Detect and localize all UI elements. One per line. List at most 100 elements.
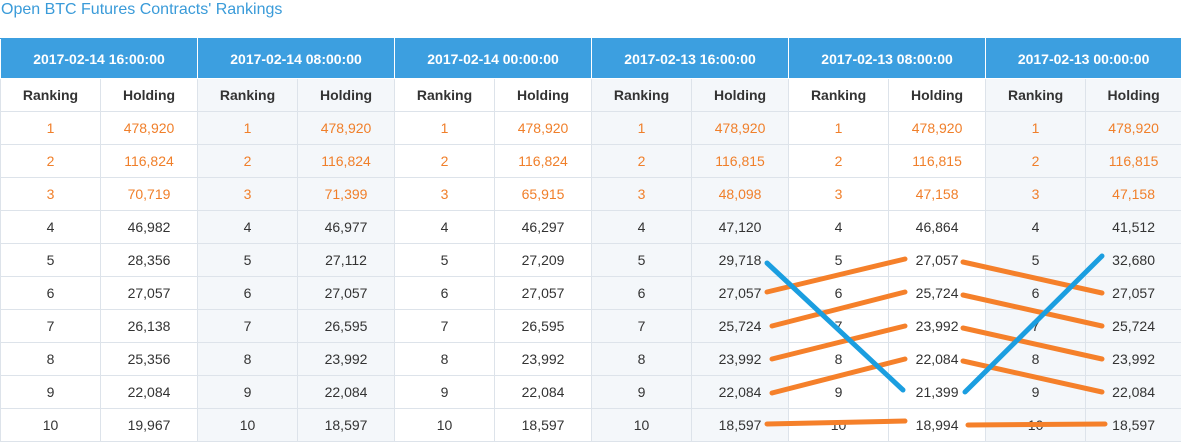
ranking-cell: 6 — [591, 276, 693, 310]
holding-column-header: Holding — [1085, 78, 1181, 112]
ranking-cell: 9 — [0, 375, 101, 409]
holding-cell: 478,920 — [99, 111, 199, 145]
holding-cell: 26,595 — [297, 309, 396, 343]
holding-cell: 27,057 — [888, 243, 987, 277]
ranking-cell: 8 — [788, 342, 890, 376]
holding-cell: 22,084 — [297, 375, 396, 409]
holding-cell: 27,057 — [494, 276, 593, 310]
holding-cell: 478,920 — [888, 111, 987, 145]
holding-cell: 478,920 — [494, 111, 593, 145]
holding-column-header: Holding — [691, 78, 790, 112]
holding-cell: 26,138 — [99, 309, 199, 343]
ranking-cell: 8 — [0, 342, 101, 376]
ranking-column-header: Ranking — [394, 78, 496, 112]
holding-cell: 25,724 — [691, 309, 790, 343]
ranking-cell: 4 — [788, 210, 890, 244]
holding-cell: 28,356 — [99, 243, 199, 277]
ranking-cell: 6 — [394, 276, 496, 310]
date-header: 2017-02-13 16:00:00 — [591, 38, 790, 79]
holding-cell: 46,982 — [99, 210, 199, 244]
column-header-row: Ranking Holding Ranking Holding Ranking Holdi… — [0, 78, 1181, 112]
holding-cell: 23,992 — [888, 309, 987, 343]
holding-cell: 22,084 — [1085, 375, 1181, 409]
date-header: 2017-02-14 00:00:00 — [394, 38, 593, 79]
holding-column-header: Holding — [494, 78, 593, 112]
ranking-cell: 10 — [591, 408, 693, 442]
ranking-cell: 1 — [394, 111, 496, 145]
holding-cell: 46,864 — [888, 210, 987, 244]
rankings-table: 2017-02-14 16:00:00 2017-02-14 08:00:00 20… — [0, 38, 1181, 442]
ranking-cell: 2 — [591, 144, 693, 178]
holding-cell: 25,724 — [1085, 309, 1181, 343]
ranking-cell: 6 — [788, 276, 890, 310]
ranking-cell: 2 — [0, 144, 101, 178]
ranking-cell: 5 — [197, 243, 299, 277]
ranking-cell: 2 — [197, 144, 299, 178]
ranking-cell: 3 — [197, 177, 299, 211]
ranking-cell: 7 — [591, 309, 693, 343]
holding-cell: 22,084 — [691, 375, 790, 409]
holding-cell: 25,356 — [99, 342, 199, 376]
ranking-cell: 10 — [788, 408, 890, 442]
ranking-cell: 10 — [197, 408, 299, 442]
holding-cell: 19,967 — [99, 408, 199, 442]
table-row: 5 28,356 5 27,112 5 27,209 5 29,718 5 27,057 5 32,6… — [0, 243, 1181, 277]
holding-cell: 116,824 — [494, 144, 593, 178]
ranking-cell: 7 — [197, 309, 299, 343]
date-header: 2017-02-14 16:00:00 — [0, 38, 199, 79]
holding-cell: 18,597 — [691, 408, 790, 442]
holding-cell: 23,992 — [297, 342, 396, 376]
holding-cell: 21,399 — [888, 375, 987, 409]
ranking-cell: 7 — [985, 309, 1087, 343]
holding-cell: 27,057 — [99, 276, 199, 310]
ranking-cell: 4 — [0, 210, 101, 244]
holding-cell: 478,920 — [1085, 111, 1181, 145]
holding-cell: 478,920 — [297, 111, 396, 145]
holding-cell: 23,992 — [691, 342, 790, 376]
ranking-cell: 9 — [788, 375, 890, 409]
holding-cell: 47,158 — [1085, 177, 1181, 211]
holding-cell: 71,399 — [297, 177, 396, 211]
holding-cell: 27,209 — [494, 243, 593, 277]
ranking-cell: 6 — [0, 276, 101, 310]
ranking-column-header: Ranking — [0, 78, 101, 112]
holding-cell: 46,977 — [297, 210, 396, 244]
ranking-cell: 6 — [985, 276, 1087, 310]
ranking-cell: 10 — [0, 408, 101, 442]
holding-cell: 46,297 — [494, 210, 593, 244]
ranking-column-header: Ranking — [197, 78, 299, 112]
rankings-body: 1 478,920 1 478,920 1 478,920 1 478,920 1 478,920… — [0, 111, 1181, 442]
ranking-column-header: Ranking — [591, 78, 693, 112]
holding-cell: 478,920 — [691, 111, 790, 145]
holding-cell: 47,158 — [888, 177, 987, 211]
ranking-cell: 8 — [591, 342, 693, 376]
holding-column-header: Holding — [99, 78, 199, 112]
holding-cell: 48,098 — [691, 177, 790, 211]
table-row: 8 25,356 8 23,992 8 23,992 8 23,992 8 22,084 8 23,9… — [0, 342, 1181, 376]
holding-cell: 18,994 — [888, 408, 987, 442]
ranking-cell: 9 — [591, 375, 693, 409]
holding-cell: 27,057 — [1085, 276, 1181, 310]
ranking-cell: 9 — [197, 375, 299, 409]
holding-cell: 116,815 — [691, 144, 790, 178]
holding-cell: 116,815 — [888, 144, 987, 178]
ranking-cell: 5 — [0, 243, 101, 277]
ranking-cell: 1 — [0, 111, 101, 145]
page-title-link[interactable]: Open BTC Futures Contracts' Rankings — [1, 1, 283, 18]
ranking-cell: 10 — [394, 408, 496, 442]
ranking-cell: 1 — [591, 111, 693, 145]
ranking-cell: 8 — [985, 342, 1087, 376]
holding-cell: 27,112 — [297, 243, 396, 277]
holding-cell: 23,992 — [494, 342, 593, 376]
ranking-cell: 3 — [394, 177, 496, 211]
ranking-cell: 10 — [985, 408, 1087, 442]
holding-cell: 18,597 — [494, 408, 593, 442]
ranking-cell: 1 — [197, 111, 299, 145]
holding-cell: 32,680 — [1085, 243, 1181, 277]
holding-cell: 29,718 — [691, 243, 790, 277]
holding-cell: 22,084 — [494, 375, 593, 409]
holding-cell: 23,992 — [1085, 342, 1181, 376]
table-row: 9 22,084 9 22,084 9 22,084 9 22,084 9 21,399 9 22,0… — [0, 375, 1181, 409]
ranking-cell: 7 — [788, 309, 890, 343]
table-row: 3 70,719 3 71,399 3 65,915 3 48,098 3 47,158 3 47,1… — [0, 177, 1181, 211]
